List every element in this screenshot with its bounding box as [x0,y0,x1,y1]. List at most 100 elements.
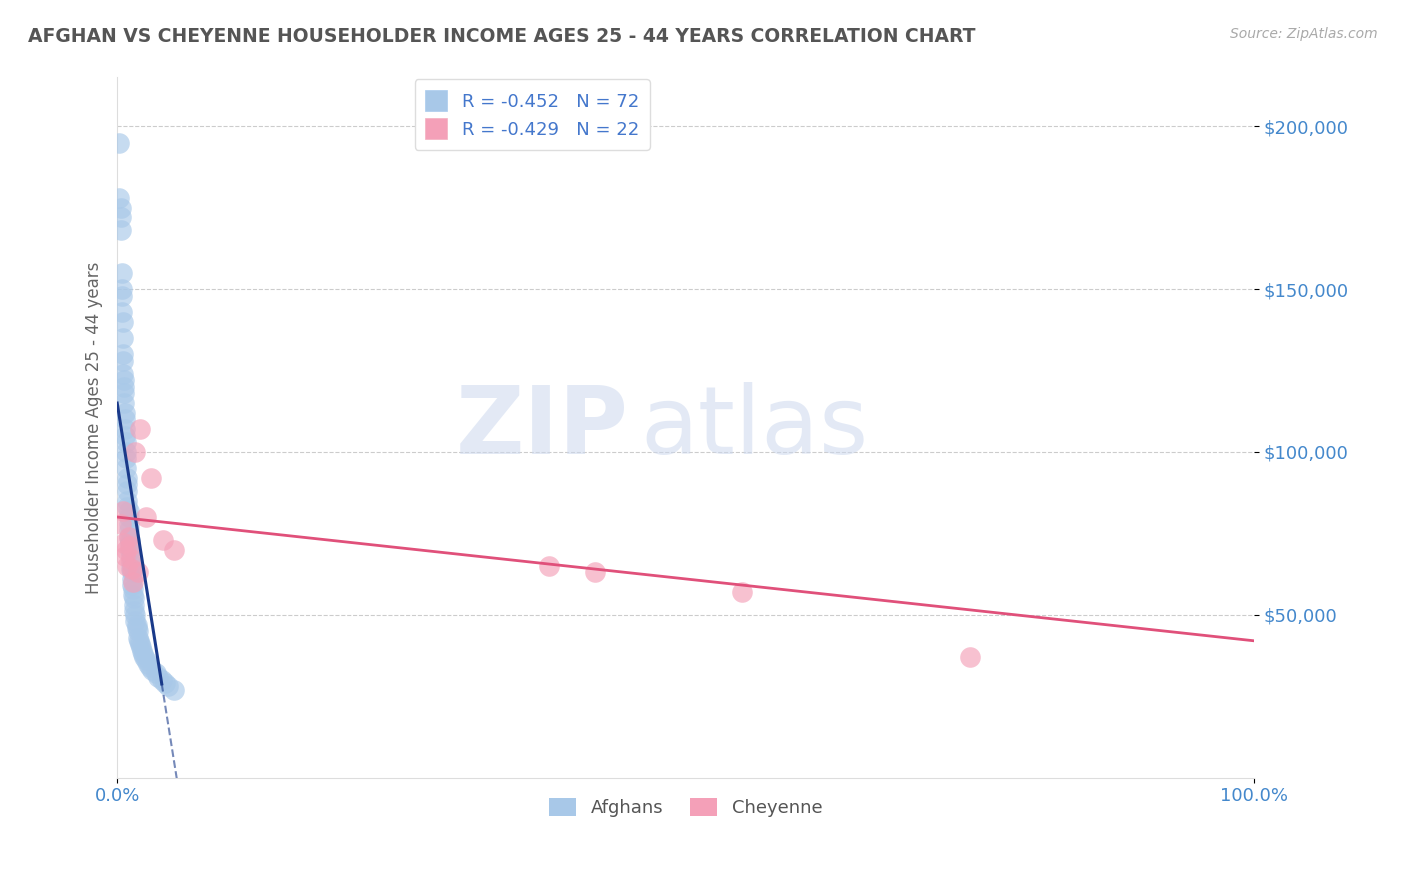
Point [117,558,139,573]
Point [132,647,155,661]
Point [129,422,152,436]
Point [124,607,146,622]
Point [112,536,135,550]
Point [127,631,149,645]
Point [731,585,754,599]
Point [117,471,139,485]
Point [139,660,162,674]
Point [111,315,134,329]
Point [111,367,134,381]
Point [121,562,143,576]
Point [120,552,142,566]
Point [117,530,139,544]
Point [112,386,135,401]
Point [114,406,136,420]
Point [117,510,139,524]
Point [117,477,139,491]
Point [134,650,156,665]
Point [163,682,186,697]
Point [157,679,180,693]
Text: atlas: atlas [640,382,869,474]
Point [135,510,157,524]
Point [117,493,139,508]
Point [120,549,142,563]
Point [110,211,132,225]
Point [111,347,134,361]
Point [115,435,138,450]
Point [122,575,145,590]
Point [111,353,134,368]
Point [122,598,145,612]
Point [129,637,152,651]
Point [112,396,135,410]
Point [117,503,139,517]
Point [110,516,132,531]
Point [959,650,981,665]
Point [115,451,138,466]
Point [115,461,138,475]
Point [153,676,176,690]
Point [146,670,169,684]
Point [117,483,139,498]
Point [111,503,134,517]
Point [108,136,131,150]
Point [114,412,136,426]
Point [120,556,142,570]
Point [121,572,143,586]
Legend: Afghans, Cheyenne: Afghans, Cheyenne [541,790,830,824]
Point [150,673,173,687]
Point [115,445,138,459]
Point [111,282,134,296]
Point [112,373,135,387]
Point [114,422,136,436]
Point [141,663,163,677]
Point [583,566,606,580]
Point [112,380,135,394]
Point [145,666,167,681]
Point [125,621,148,635]
Y-axis label: Householder Income Ages 25 - 44 years: Householder Income Ages 25 - 44 years [86,261,103,594]
Point [110,201,132,215]
Point [118,536,141,550]
Point [117,516,139,531]
Point [163,542,186,557]
Text: AFGHAN VS CHEYENNE HOUSEHOLDER INCOME AGES 25 - 44 YEARS CORRELATION CHART: AFGHAN VS CHEYENNE HOUSEHOLDER INCOME AG… [28,27,976,45]
Point [129,640,152,655]
Point [117,523,139,537]
Point [118,542,141,557]
Text: ZIP: ZIP [456,382,628,474]
Point [538,558,561,573]
Point [121,566,143,580]
Point [120,562,142,576]
Point [152,533,174,547]
Point [124,614,146,628]
Point [111,305,134,319]
Point [117,530,139,544]
Point [111,266,134,280]
Point [128,633,150,648]
Point [124,445,146,459]
Point [118,540,141,554]
Point [122,582,145,596]
Point [117,500,139,515]
Point [122,588,145,602]
Point [110,223,132,237]
Point [125,617,148,632]
Point [122,605,145,619]
Point [122,591,145,606]
Point [118,533,141,547]
Point [115,542,138,557]
Point [135,653,157,667]
Point [141,471,163,485]
Point [111,288,134,302]
Point [136,657,159,671]
Point [108,191,131,205]
Text: Source: ZipAtlas.com: Source: ZipAtlas.com [1230,27,1378,41]
Point [114,549,136,563]
Point [127,624,149,638]
Point [121,578,143,592]
Point [114,428,136,442]
Point [111,331,134,345]
Point [131,643,153,657]
Point [127,566,149,580]
